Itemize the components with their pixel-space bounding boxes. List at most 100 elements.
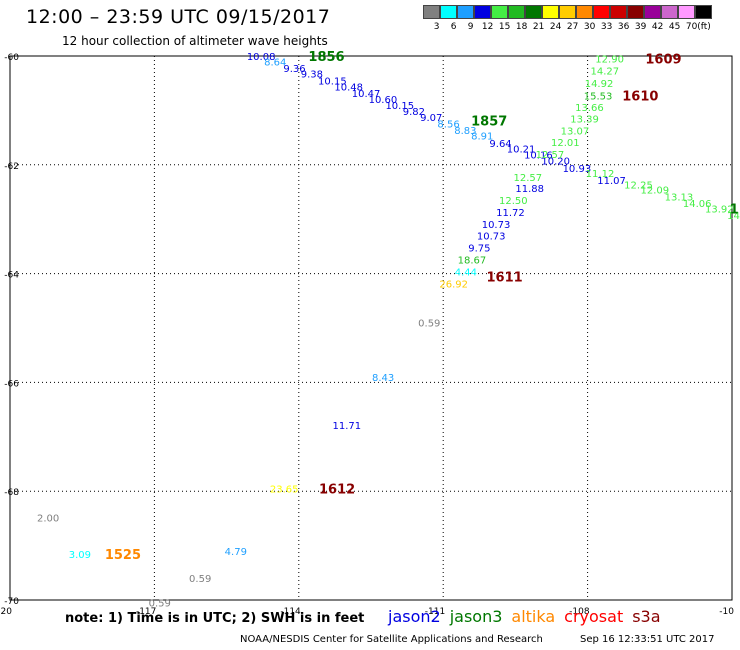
- wave-height-value: 10.93: [563, 164, 592, 175]
- legend-label: 18: [515, 22, 528, 32]
- wave-height-value: 18.67: [458, 255, 487, 266]
- wave-height-value: 13.13: [665, 192, 694, 203]
- pass-time-label: 1857: [471, 115, 507, 130]
- lon-tick-label: -10: [719, 607, 734, 617]
- legend-label: 21: [532, 22, 545, 32]
- legend-label: 6: [450, 22, 457, 32]
- wave-height-value: 15.53: [584, 92, 613, 103]
- wave-height-value: 8.64: [264, 57, 286, 68]
- lat-tick-label: -70: [4, 597, 19, 607]
- legend-label: 24: [549, 22, 562, 32]
- wave-height-value: 12.25: [624, 180, 653, 191]
- satellite-legend-s3a: s3a: [632, 607, 661, 626]
- wave-height-value: 9.75: [468, 243, 490, 254]
- wave-height-value: 12.90: [595, 55, 624, 66]
- legend-swatch: [508, 5, 525, 19]
- legend-swatch: [678, 5, 695, 19]
- wave-height-value: 10.48: [334, 82, 363, 93]
- wave-height-value: 8.91: [471, 131, 493, 142]
- legend-swatch: [559, 5, 576, 19]
- wave-height-value: 4.79: [225, 547, 247, 558]
- wave-height-value: 9.64: [489, 139, 511, 150]
- pass-time-label: 1609: [645, 53, 681, 68]
- wave-height-value: 10.08: [247, 52, 276, 63]
- lat-tick-label: -60: [4, 53, 19, 63]
- wave-height-value: 13.92: [705, 204, 734, 215]
- legend-swatch: [440, 5, 457, 19]
- wave-height-value: 12.50: [499, 196, 528, 207]
- wave-height-value: 12.57: [513, 173, 542, 184]
- wave-height-value: 11.12: [586, 169, 615, 180]
- color-scale-legend: [423, 5, 712, 19]
- lon-tick-label: -120: [0, 607, 12, 617]
- legend-swatch: [627, 5, 644, 19]
- legend-swatch: [610, 5, 627, 19]
- legend-swatch: [593, 5, 610, 19]
- footer-credit: NOAA/NESDIS Center for Satellite Applica…: [240, 634, 543, 645]
- legend-label: 12: [481, 22, 494, 32]
- wave-height-value: 10.15: [318, 76, 347, 87]
- wave-height-value: 13.07: [561, 127, 590, 138]
- legend-swatch: [491, 5, 508, 19]
- map-subtitle: 12 hour collection of altimeter wave hei…: [62, 34, 328, 48]
- pass-time-label: 1612: [319, 482, 355, 497]
- legend-label: 15: [498, 22, 511, 32]
- wave-height-value: 2.00: [37, 513, 59, 524]
- pass-time-label: 1611: [487, 270, 523, 285]
- wave-height-value: 13.66: [575, 103, 604, 114]
- wave-height-value: 0.59: [149, 599, 171, 610]
- satellite-legend-jason2: jason2: [388, 607, 441, 626]
- pass-time-label: 1: [730, 202, 739, 217]
- wave-height-value: 3.09: [69, 550, 91, 561]
- legend-swatch: [644, 5, 661, 19]
- wave-height-value: 10.47: [352, 89, 381, 100]
- wave-height-value: 14.06: [683, 199, 712, 210]
- satellite-legend-cryosat: cryosat: [564, 607, 624, 626]
- legend-swatch: [423, 5, 440, 19]
- legend-label: 70: [685, 22, 698, 32]
- wave-height-value: 14.27: [590, 67, 619, 78]
- wave-height-value: 0.59: [189, 574, 211, 585]
- wave-height-value: 9.38: [301, 69, 323, 80]
- wave-height-value: 13.39: [570, 115, 599, 126]
- legend-label: 33: [600, 22, 613, 32]
- pass-time-label: 1856: [308, 50, 344, 65]
- wave-height-value: 8.56: [437, 119, 459, 130]
- legend-label: 42: [651, 22, 664, 32]
- wave-height-value: 8.43: [372, 373, 394, 384]
- legend-swatch: [576, 5, 593, 19]
- wave-height-value: 10.16: [524, 150, 553, 161]
- wave-height-value: 12.09: [641, 185, 670, 196]
- pass-time-label: 1525: [105, 548, 141, 563]
- legend-swatch: [457, 5, 474, 19]
- wave-height-value: 11.88: [515, 184, 544, 195]
- legend-label: 45: [668, 22, 681, 32]
- wave-height-value: 10.20: [541, 156, 570, 167]
- footer-note: note: 1) Time is in UTC; 2) SWH is in fe…: [65, 611, 365, 626]
- wave-height-value: 8.83: [454, 126, 476, 137]
- legend-unit: (ft): [697, 22, 711, 32]
- wave-height-value: 10.73: [482, 220, 511, 231]
- legend-swatch: [695, 5, 712, 19]
- wave-height-value: 9.36: [283, 64, 305, 75]
- legend-swatch: [661, 5, 678, 19]
- legend-label: 3: [433, 22, 440, 32]
- wave-height-value: 11.72: [496, 208, 525, 219]
- wave-height-value: 14.92: [585, 79, 614, 90]
- generated-timestamp: Sep 16 12:33:51 UTC 2017: [580, 634, 715, 645]
- wave-height-value: 10.15: [385, 101, 414, 112]
- wave-height-value: 9.82: [403, 107, 425, 118]
- lat-tick-label: -64: [4, 271, 19, 281]
- legend-label: 27: [566, 22, 579, 32]
- lat-tick-label: -68: [4, 488, 19, 498]
- wave-height-value: 26.92: [439, 279, 468, 290]
- wave-height-value: 11.71: [332, 421, 361, 432]
- legend-label: 36: [617, 22, 630, 32]
- legend-swatch: [542, 5, 559, 19]
- legend-label: 39: [634, 22, 647, 32]
- wave-height-value: 4.44: [455, 267, 477, 278]
- wave-height-value: 14.07: [727, 211, 740, 222]
- satellite-legend-jason3: jason3: [449, 607, 503, 626]
